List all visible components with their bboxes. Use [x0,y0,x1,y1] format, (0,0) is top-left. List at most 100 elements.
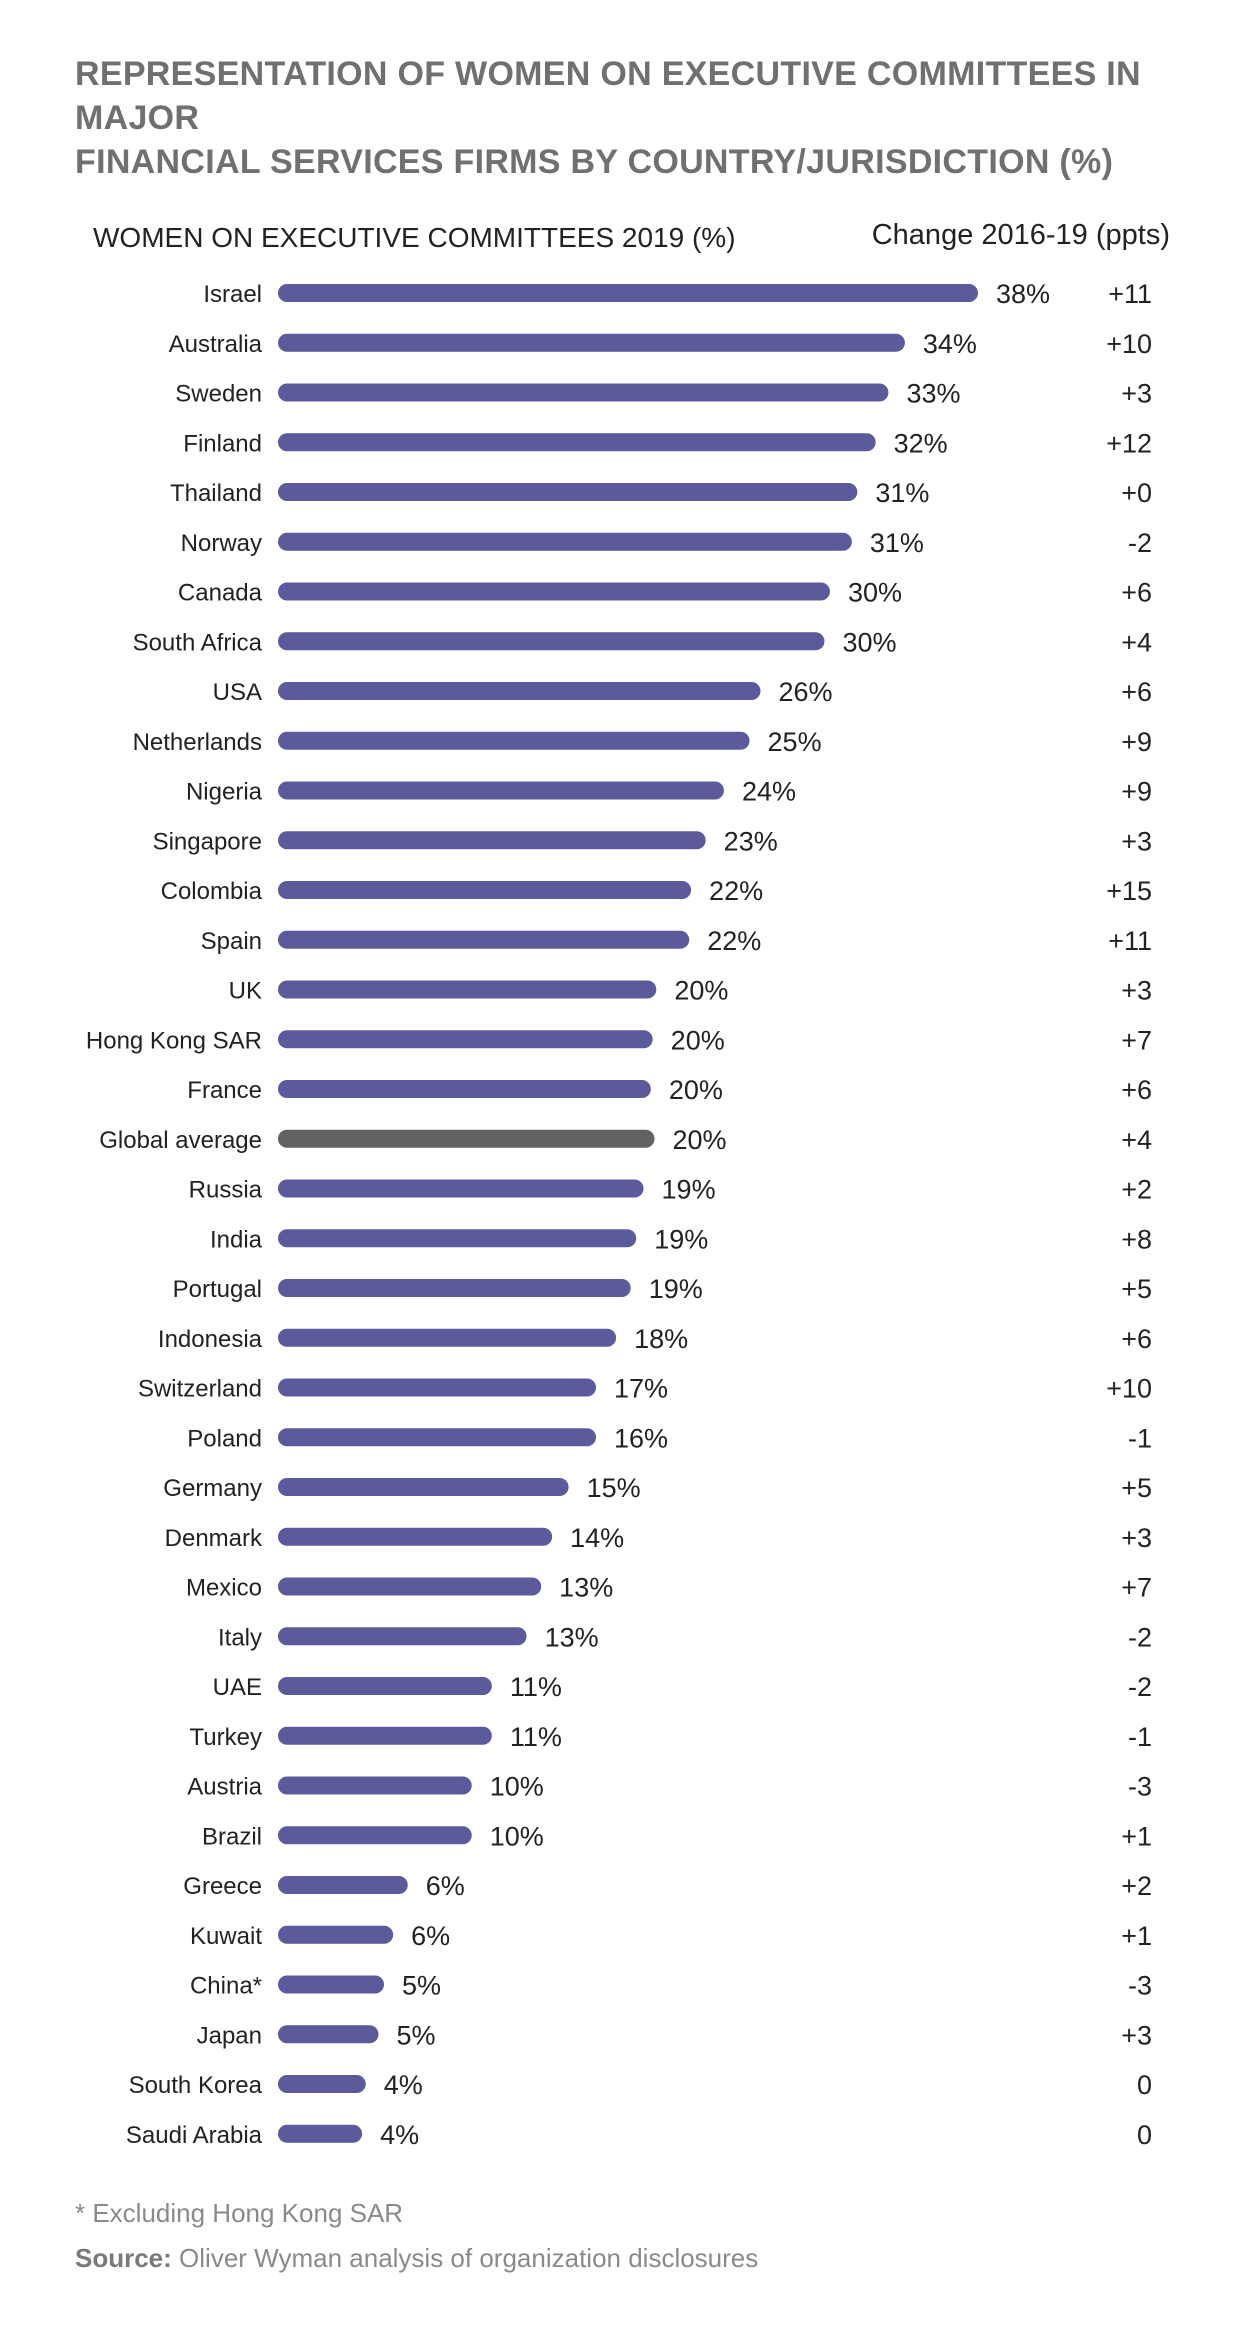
bar-kuwait [278,1925,394,1944]
change-label-norway: -2 [1128,528,1152,558]
category-label-italy: Italy [218,1624,262,1651]
bar-row-canada: Canada 30% +6 [178,578,1152,608]
category-label-saudi-arabia: Saudi Arabia [126,2122,263,2149]
change-label-switzerland: +10 [1106,1374,1152,1404]
value-label-greece: 6% [426,1871,465,1901]
value-label-poland: 16% [614,1423,668,1453]
bar-russia [278,1179,644,1198]
category-label-norway: Norway [181,530,262,557]
bar-saudi-arabia [278,2124,363,2143]
bar-row-singapore: Singapore 23% +3 [153,826,1152,856]
category-label-germany: Germany [163,1475,262,1502]
change-label-germany: +5 [1121,1473,1152,1503]
bar-hong-kong-sar [278,1030,653,1049]
category-label-spain: Spain [201,928,262,955]
category-label-global-average: Global average [99,1127,262,1154]
category-label-finland: Finland [183,430,262,457]
value-label-israel: 38% [996,279,1050,309]
bar-row-austria: Austria 10% -3 [187,1772,1152,1802]
bar-row-japan: Japan 5% +3 [197,2020,1152,2050]
change-label-colombia: +15 [1106,876,1152,906]
bar-austria [278,1776,472,1795]
category-label-singapore: Singapore [153,828,262,855]
bar-spain [278,930,690,949]
bar-thailand [278,483,858,501]
bar-row-thailand: Thailand 31% +0 [170,478,1152,508]
bar-row-indonesia: Indonesia 18% +6 [158,1324,1152,1354]
bar-global-average [278,1129,655,1148]
change-label-china: -3 [1128,1971,1152,2001]
bar-brazil [278,1826,472,1845]
bar-greece [278,1876,408,1894]
value-label-finland: 32% [894,428,948,458]
bar-row-denmark: Denmark 14% +3 [165,1523,1152,1553]
category-label-china: China* [190,1973,262,2000]
value-label-spain: 22% [707,926,761,956]
value-label-kuwait: 6% [411,1921,450,1951]
bar-row-finland: Finland 32% +12 [183,428,1152,458]
category-label-austria: Austria [187,1774,262,1801]
chart-title: REPRESENTATION OF WOMEN ON EXECUTIVE COM… [75,52,1195,184]
bar-row-global-average: Global average 20% +4 [99,1125,1152,1155]
change-label-south-korea: 0 [1137,2070,1152,2100]
category-label-france: France [187,1077,262,1104]
bar-denmark [278,1527,553,1546]
change-label-israel: +11 [1108,279,1152,309]
change-label-uk: +3 [1121,976,1152,1006]
value-label-denmark: 14% [570,1523,624,1553]
bar-south-africa [278,632,825,651]
value-label-austria: 10% [490,1772,544,1802]
bar-row-norway: Norway 31% -2 [181,528,1152,558]
value-label-hong-kong-sar: 20% [671,1025,725,1055]
value-label-global-average: 20% [673,1125,727,1155]
bar-norway [278,532,852,551]
value-label-india: 19% [654,1224,708,1254]
change-label-sweden: +3 [1121,379,1152,409]
bar-row-israel: Israel 38% +11 [203,279,1152,309]
category-label-usa: USA [213,679,262,706]
category-label-uae: UAE [213,1674,262,1701]
category-label-south-africa: South Africa [133,629,263,656]
bar-row-greece: Greece 6% +2 [183,1871,1152,1901]
change-label-mexico: +7 [1121,1573,1152,1603]
bar-colombia [278,881,692,899]
value-label-portugal: 19% [649,1274,703,1304]
bar-netherlands [278,731,750,750]
change-label-denmark: +3 [1121,1523,1152,1553]
bar-row-saudi-arabia: Saudi Arabia 4% 0 [126,2120,1152,2150]
bar-row-russia: Russia 19% +2 [189,1175,1152,1205]
chart-title-line-1: REPRESENTATION OF WOMEN ON EXECUTIVE COM… [75,55,1141,137]
category-label-portugal: Portugal [173,1276,262,1303]
value-label-sweden: 33% [906,379,960,409]
change-label-kuwait: +1 [1121,1921,1152,1951]
value-label-usa: 26% [779,677,833,707]
source-label: Source: [75,2243,172,2273]
bar-canada [278,582,830,601]
category-label-turkey: Turkey [190,1724,262,1751]
bar-france [278,1080,651,1098]
bar-sweden [278,383,889,402]
category-label-sweden: Sweden [175,381,262,408]
bar-row-colombia: Colombia 22% +15 [161,876,1152,906]
value-label-colombia: 22% [709,876,763,906]
bar-row-uae: UAE 11% -2 [213,1672,1152,1702]
value-label-switzerland: 17% [614,1374,668,1404]
category-label-mexico: Mexico [186,1575,262,1602]
change-label-hong-kong-sar: +7 [1121,1025,1152,1055]
change-label-greece: +2 [1121,1871,1152,1901]
bar-row-usa: USA 26% +6 [213,677,1152,707]
chart-title-line-2: FINANCIAL SERVICES FIRMS BY COUNTRY/JURI… [75,143,1114,181]
bar-usa [278,682,761,700]
value-label-france: 20% [669,1075,723,1105]
category-label-uk: UK [229,978,262,1005]
value-label-japan: 5% [397,2020,436,2050]
bar-row-italy: Italy 13% -2 [218,1622,1152,1652]
value-column-header: WOMEN ON EXECUTIVE COMMITTEES 2019 (%) [93,222,736,253]
category-label-switzerland: Switzerland [138,1376,262,1403]
value-label-uae: 11% [510,1672,562,1702]
value-label-brazil: 10% [490,1821,544,1851]
source-text: Oliver Wyman analysis of organization di… [171,2243,759,2273]
value-label-china: 5% [402,1971,441,2001]
category-label-greece: Greece [183,1873,262,1900]
